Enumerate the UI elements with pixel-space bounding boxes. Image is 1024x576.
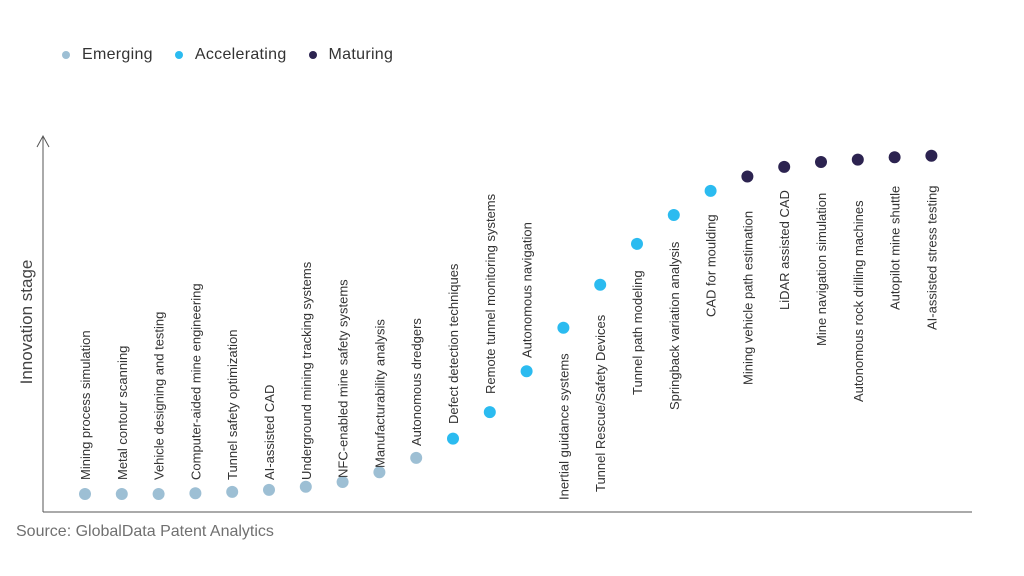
data-point (79, 488, 91, 500)
data-point (851, 153, 864, 166)
data-point (704, 184, 717, 197)
data-point (888, 151, 901, 164)
chart-point-labels: Mining process simulation Metal contour s… (78, 186, 939, 501)
data-point-label: Remote tunnel monitoring systems (483, 193, 498, 394)
chart-points (79, 149, 938, 500)
legend-dot-maturing (308, 51, 317, 59)
legend-item-emerging: Emerging (62, 46, 153, 64)
data-point-label: Autonomous navigation (520, 222, 535, 358)
data-point (925, 149, 938, 162)
data-point-label: CAD for moulding (704, 214, 719, 317)
data-point-label: Autonomous rock drilling machines (851, 200, 866, 402)
source-note: Source: GlobalData Patent Analytics (16, 523, 274, 540)
chart-legend: Emerging Accelerating Maturing (62, 46, 415, 64)
data-point-label: Mining vehicle path estimation (740, 211, 755, 385)
data-point (631, 237, 643, 250)
data-point (152, 488, 165, 500)
legend-item-accelerating: Accelerating (174, 46, 287, 64)
data-point (410, 451, 423, 464)
legend-dot-accelerating (174, 51, 183, 59)
data-point-label: Manufacturability analysis (372, 319, 387, 468)
data-point (263, 483, 275, 496)
data-point (189, 487, 202, 500)
data-point (594, 278, 607, 291)
data-point (520, 365, 533, 378)
data-point-label: Underground mining tracking systems (299, 261, 314, 480)
legend-label-emerging: Emerging (82, 46, 153, 63)
data-point-label: Tunnel path modeling (630, 270, 645, 395)
data-point (667, 209, 680, 221)
data-point-label: AI-assisted CAD (262, 385, 277, 480)
data-point-label: Inertial guidance systems (556, 353, 571, 500)
data-point (778, 160, 791, 173)
y-axis-label: Innovation stage (17, 260, 36, 385)
data-point (226, 485, 239, 498)
data-point (741, 170, 754, 183)
data-point-label: NFC-enabled mine safety systems (336, 279, 351, 478)
data-point-label: Vehicle designing and testing (152, 312, 167, 480)
legend-item-maturing: Maturing (308, 46, 394, 64)
data-point-label: Tunnel safety optimization (225, 329, 240, 480)
chart-axes: Innovation stage (17, 134, 972, 513)
data-point-label: Defect detection techniques (446, 263, 461, 424)
data-point (115, 488, 128, 500)
legend-label-maturing: Maturing (328, 46, 394, 63)
legend-label-accelerating: Accelerating (194, 46, 287, 63)
data-point-label: Springback variation analysis (667, 241, 682, 410)
data-point (336, 476, 349, 488)
data-point-label: AI-assisted stress testing (924, 186, 939, 331)
data-point-label: Tunnel Rescue/Safety Devices (593, 314, 608, 492)
data-point-label: LiDAR assisted CAD (777, 190, 792, 310)
y-axis-arrow-icon (36, 134, 50, 148)
legend-dot-emerging (62, 51, 70, 59)
data-point-label: Mine navigation simulation (814, 193, 829, 346)
data-point-label: Autopilot mine shuttle (888, 186, 903, 310)
data-point-label: Autonomous dredgers (409, 318, 424, 446)
data-point (557, 321, 570, 334)
data-point-label: Computer-aided mine engineering (188, 283, 203, 480)
data-point (447, 432, 459, 445)
data-point-label: Metal contour scanning (115, 346, 130, 480)
data-point (299, 480, 312, 493)
data-point-label: Mining process simulation (78, 330, 93, 480)
data-point (373, 466, 386, 479)
data-point (483, 406, 496, 419)
data-point (815, 156, 827, 168)
